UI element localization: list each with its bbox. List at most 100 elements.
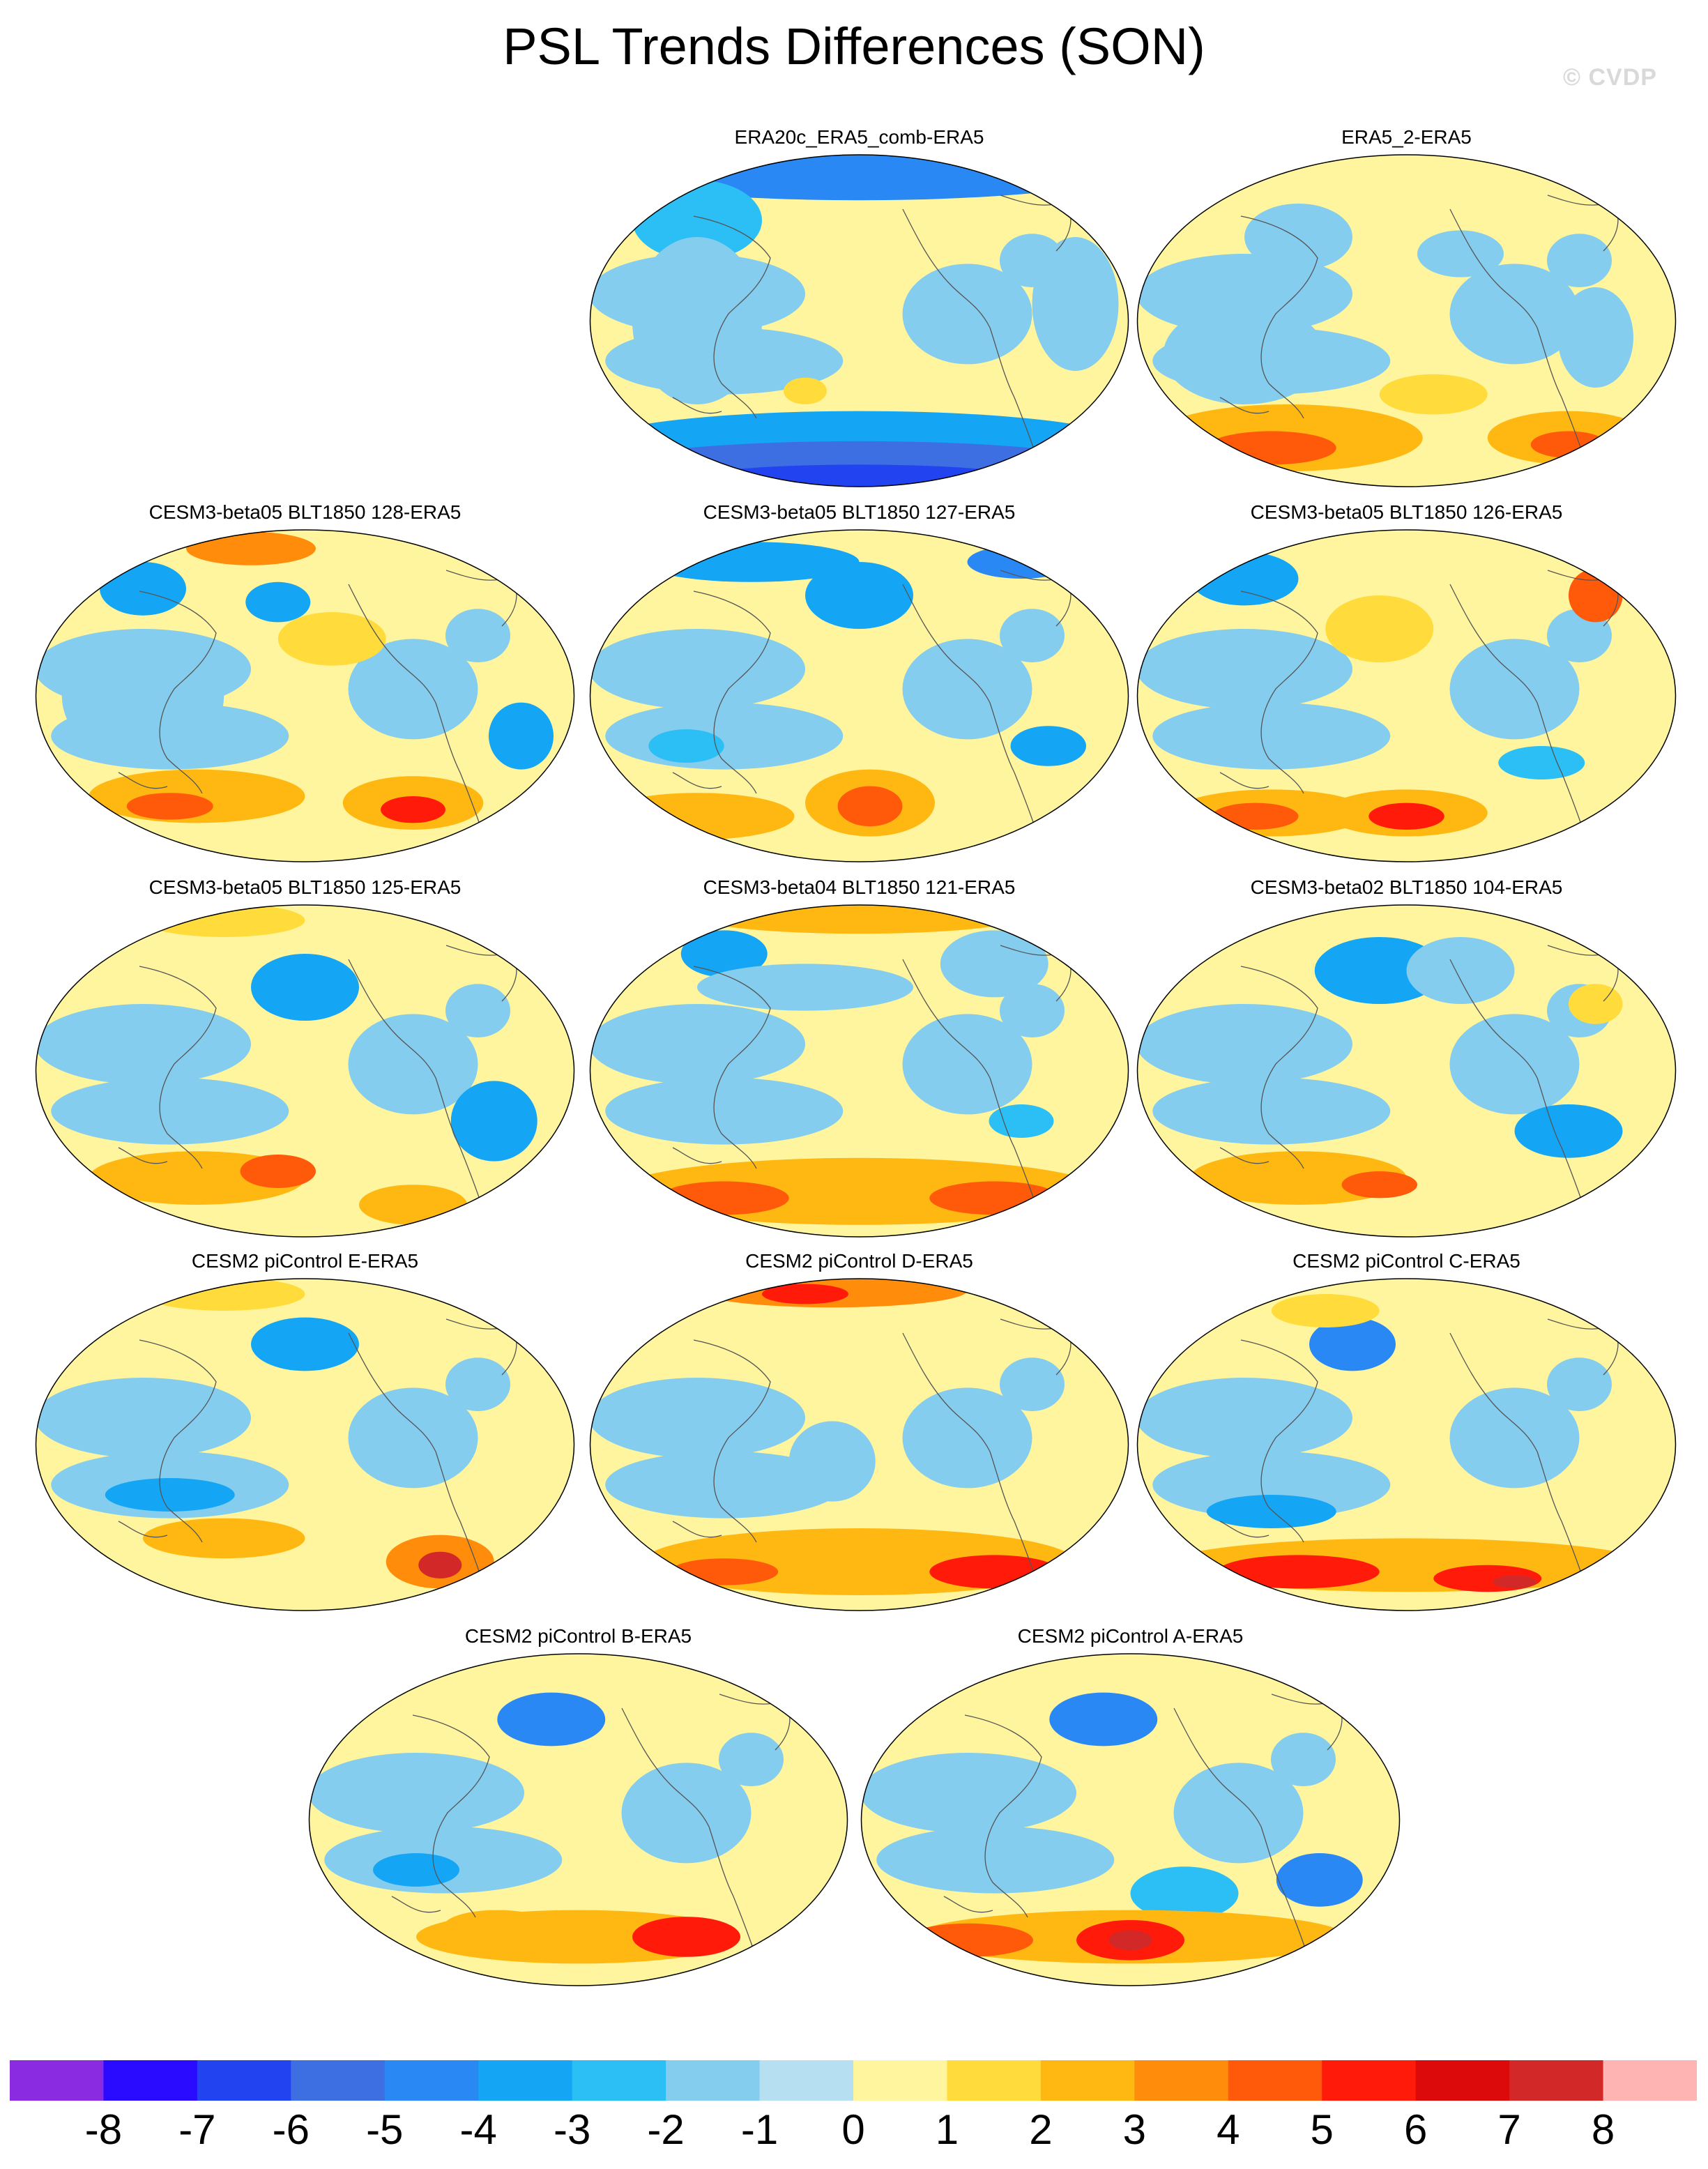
- colorbar-tick-label: -4: [459, 2106, 497, 2153]
- map-outline: [35, 1278, 575, 1611]
- anomaly-region: [590, 1378, 805, 1459]
- panel-title: CESM2 piControl B-ERA5: [464, 1625, 692, 1647]
- anomaly-region: [489, 702, 554, 770]
- anomaly-region: [600, 793, 795, 840]
- colorbar-tick-label: 5: [1310, 2106, 1334, 2153]
- map-outline: [35, 904, 575, 1238]
- anomaly-region: [1163, 304, 1326, 404]
- colorbar-swatch: [666, 2060, 761, 2101]
- anomaly-region: [1173, 1763, 1304, 1864]
- coastline: [943, 1896, 993, 1913]
- map-plot: [589, 904, 1129, 1238]
- colorbar-tick-label: 2: [1029, 2106, 1053, 2153]
- anomaly-region: [445, 1357, 510, 1411]
- colorbar-labels: -8 -7 -6 -5 -4 -3 -2 -1 0 1 2 3 4 5 6 7 8: [0, 2106, 1708, 2154]
- anomaly-region: [605, 1077, 844, 1145]
- anomaly-region: [1449, 1014, 1580, 1115]
- map-field: [590, 905, 1129, 1237]
- panel-title: CESM3-beta02 BLT1850 104-ERA5: [1250, 876, 1563, 898]
- anomaly-region: [1152, 1451, 1391, 1519]
- colorbar-swatch: [759, 2060, 854, 2101]
- colorbar-swatch: [1603, 2060, 1697, 2101]
- panel-title: CESM3-beta05 BLT1850 128-ERA5: [148, 501, 462, 523]
- colorbar-tick-label: -7: [178, 2106, 216, 2153]
- coastline: [1240, 591, 1318, 794]
- anomaly-region: [632, 1917, 740, 1957]
- colorbar-tick-label: 8: [1591, 2106, 1615, 2153]
- coastline: [1449, 584, 1583, 829]
- anomaly-region: [1569, 568, 1623, 623]
- anomaly-region: [1417, 230, 1504, 277]
- panel-title: CESM3-beta04 BLT1850 121-ERA5: [703, 876, 1016, 898]
- colorbar-swatch: [1134, 2060, 1229, 2101]
- map-panel: CESM2 piControl B-ERA5: [308, 1624, 848, 1987]
- coastline: [693, 591, 771, 794]
- map-field: [590, 1279, 1129, 1611]
- map-panel: CESM3-beta05 BLT1850 125-ERA5: [35, 876, 575, 1238]
- colorbar-tick-label: 6: [1403, 2106, 1428, 2153]
- anomaly-region: [1493, 1575, 1537, 1589]
- map-outline: [860, 1653, 1401, 1986]
- anomaly-region: [1514, 1104, 1623, 1158]
- colorbar-tick-label: 3: [1122, 2106, 1147, 2153]
- anomaly-region: [1217, 1555, 1380, 1589]
- anomaly-region: [1049, 1692, 1158, 1746]
- colorbar-swatch: [384, 2060, 479, 2101]
- anomaly-region: [1032, 237, 1119, 371]
- colorbar-tick-label: -6: [272, 2106, 310, 2153]
- anomaly-region: [1309, 1317, 1396, 1371]
- anomaly-region: [36, 1004, 251, 1085]
- anomaly-region: [929, 1181, 1060, 1215]
- map-plot: [1136, 154, 1677, 487]
- map-plot: [35, 529, 575, 862]
- coastline: [348, 584, 482, 829]
- map-outline: [589, 1278, 1129, 1611]
- anomaly-region: [61, 629, 224, 763]
- anomaly-region: [450, 1081, 537, 1162]
- anomaly-region: [697, 964, 913, 1011]
- anomaly-region: [605, 702, 844, 770]
- anomaly-region: [805, 562, 913, 629]
- map-outline: [589, 154, 1129, 487]
- colorbar-swatch: [853, 2060, 947, 2101]
- anomaly-region: [1000, 1357, 1065, 1411]
- anomaly-region: [621, 1763, 752, 1864]
- map-plot: [1136, 1278, 1677, 1611]
- anomaly-region: [1314, 937, 1444, 1004]
- map-field: [1137, 1279, 1676, 1611]
- coastline: [1219, 1147, 1269, 1164]
- coastline: [672, 1147, 722, 1164]
- colorbar-swatch: [291, 2060, 386, 2101]
- panel-title: CESM2 piControl D-ERA5: [745, 1250, 973, 1272]
- panel-title: CESM3-beta05 BLT1850 126-ERA5: [1250, 501, 1563, 523]
- coastline: [1449, 208, 1583, 454]
- map-outline: [589, 529, 1129, 862]
- anomaly-region: [143, 1279, 305, 1311]
- anomaly-region: [680, 930, 768, 977]
- coastline: [621, 1707, 755, 1953]
- coastline: [1240, 215, 1318, 419]
- colorbar-swatch: [947, 2060, 1042, 2101]
- anomaly-region: [1449, 1387, 1580, 1489]
- colorbar-tick-label: 0: [841, 2106, 865, 2153]
- map-panel: ERA5_2-ERA5: [1136, 125, 1677, 488]
- coastline: [1219, 1521, 1269, 1538]
- colorbar-tick-label: -3: [553, 2106, 591, 2153]
- panel-title: CESM2 piControl E-ERA5: [191, 1250, 419, 1272]
- anomaly-region: [186, 531, 316, 565]
- anomaly-region: [381, 796, 445, 823]
- colorbar-swatch: [572, 2060, 666, 2101]
- anomaly-region: [443, 1910, 551, 1944]
- anomaly-region: [1137, 1004, 1352, 1085]
- anomaly-region: [940, 930, 1049, 998]
- colorbar-swatch: [1322, 2060, 1417, 2101]
- map-outline: [589, 904, 1129, 1238]
- anomaly-region: [659, 1181, 789, 1215]
- anomaly-region: [1406, 937, 1515, 1004]
- map-plot: [589, 529, 1129, 862]
- map-field: [1137, 155, 1676, 487]
- map-field: [1137, 905, 1676, 1237]
- anomaly-region: [1244, 204, 1352, 271]
- map-field: [36, 1279, 574, 1611]
- map-outline: [308, 1653, 848, 1986]
